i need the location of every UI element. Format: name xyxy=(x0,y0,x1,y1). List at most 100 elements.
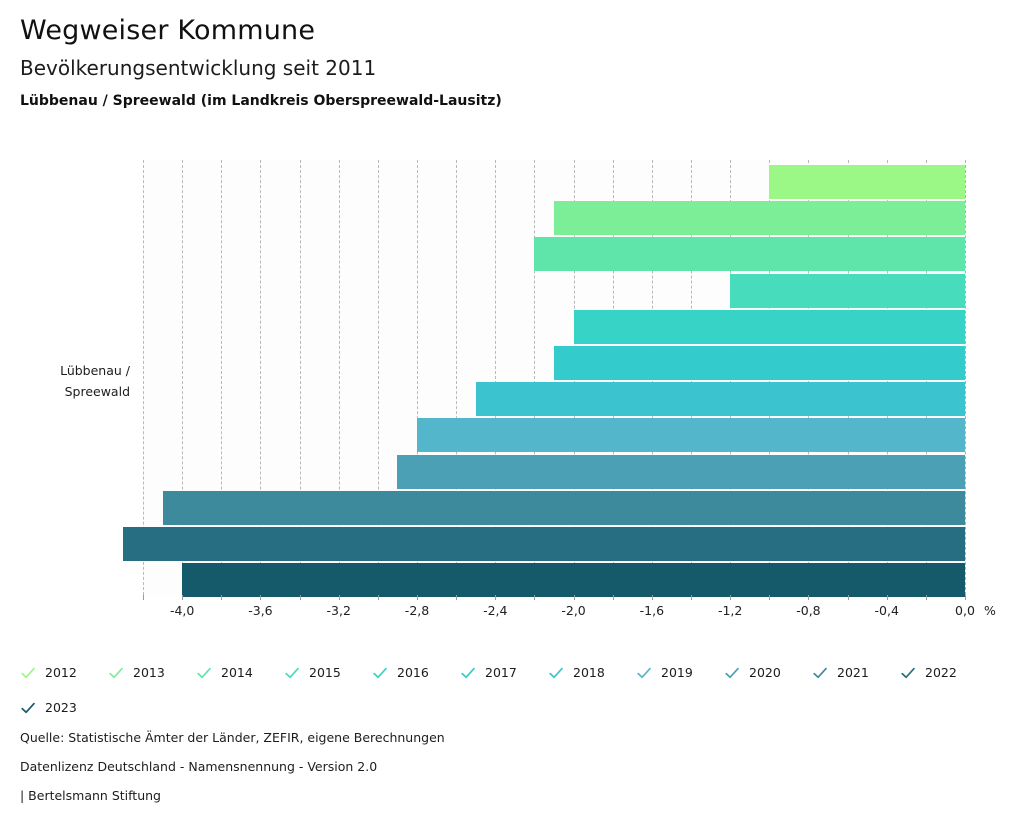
bar-2017[interactable] xyxy=(554,346,965,380)
x-axis-tick-label: -0,8 xyxy=(796,603,821,618)
bar-row xyxy=(143,237,965,272)
bar-row xyxy=(143,382,965,417)
check-icon[interactable] xyxy=(196,665,212,681)
x-axis-tick-label: 0,0 xyxy=(955,603,975,618)
bar-row xyxy=(143,165,965,199)
legend-item-label: 2015 xyxy=(309,665,341,680)
x-axis-tick xyxy=(573,595,575,600)
x-axis-tick xyxy=(182,595,184,600)
x-axis-tick xyxy=(377,595,379,600)
check-icon[interactable] xyxy=(20,665,36,681)
legend-item-2014[interactable]: 2014 xyxy=(196,655,284,690)
bar-series xyxy=(123,160,965,598)
check-icon[interactable] xyxy=(812,665,828,681)
chart-header: Wegweiser Kommune Bevölkerungsentwicklun… xyxy=(20,14,1000,111)
legend-item-label: 2017 xyxy=(485,665,517,680)
bar-2023[interactable] xyxy=(182,563,965,598)
legend-item-label: 2019 xyxy=(661,665,693,680)
legend-item-label: 2016 xyxy=(397,665,429,680)
check-icon[interactable] xyxy=(460,665,476,681)
gridline xyxy=(965,160,967,595)
legend-item-2016[interactable]: 2016 xyxy=(372,655,460,690)
y-axis-label-line: Spreewald xyxy=(64,384,130,400)
legend-item-2022[interactable]: 2022 xyxy=(900,655,988,690)
bar-2019[interactable] xyxy=(417,418,965,453)
x-axis-tick xyxy=(534,595,536,600)
x-axis-tick xyxy=(143,595,144,600)
x-axis-tick-label: -2,0 xyxy=(561,603,586,618)
legend-item-label: 2022 xyxy=(925,665,957,680)
check-icon[interactable] xyxy=(548,665,564,681)
x-axis-tick-label: -2,4 xyxy=(483,603,508,618)
bar-row xyxy=(143,346,965,380)
check-icon[interactable] xyxy=(284,665,300,681)
legend-item-2021[interactable]: 2021 xyxy=(812,655,900,690)
bar-row xyxy=(143,418,965,453)
bar-2016[interactable] xyxy=(573,309,965,344)
legend-item-2020[interactable]: 2020 xyxy=(724,655,812,690)
x-axis-tick-label: -4,0 xyxy=(169,603,195,618)
x-axis-tick-label: -3,6 xyxy=(248,603,273,618)
x-axis-tick xyxy=(808,595,810,600)
bar-2018[interactable] xyxy=(475,382,965,417)
bar-row xyxy=(143,201,965,236)
chart-subtitle: Bevölkerungsentwicklung seit 2011 xyxy=(20,56,377,80)
bar-2020[interactable] xyxy=(397,454,965,489)
footer-line: | Bertelsmann Stiftung xyxy=(20,788,161,803)
region-label: Lübbenau / Spreewald (im Landkreis Obers… xyxy=(20,93,502,109)
x-axis-tick xyxy=(612,595,614,600)
x-axis-tick-label: -3,2 xyxy=(326,603,351,618)
legend: 2012 2013 2014 2015 2016 2017 2018 2019 2020 2021… xyxy=(20,655,1005,725)
x-axis-tick xyxy=(965,595,966,600)
check-icon[interactable] xyxy=(724,665,740,681)
legend-item-2018[interactable]: 2018 xyxy=(548,655,636,690)
y-axis-category-label: Lübbenau / Spreewald xyxy=(0,360,130,402)
bar-2015[interactable] xyxy=(730,273,965,308)
legend-item-2013[interactable]: 2013 xyxy=(108,655,196,690)
bar-2021[interactable] xyxy=(162,490,965,525)
legend-item-label: 2012 xyxy=(45,665,77,680)
y-axis-label-line: Lübbenau / xyxy=(60,363,130,379)
x-axis-tick-label: -1,2 xyxy=(717,603,743,618)
bar-2013[interactable] xyxy=(554,201,965,236)
x-axis-tick xyxy=(338,595,340,600)
legend-item-2012[interactable]: 2012 xyxy=(20,655,108,690)
footer: Quelle: Statistische Ämter der Länder, Z… xyxy=(20,730,920,817)
check-icon[interactable] xyxy=(900,665,916,681)
x-axis-tick xyxy=(417,595,418,600)
check-icon[interactable] xyxy=(372,665,388,681)
bar-row xyxy=(143,309,965,344)
check-icon[interactable] xyxy=(20,700,36,716)
x-axis-tick-label: -1,6 xyxy=(639,603,665,618)
legend-item-label: 2020 xyxy=(749,665,781,680)
axis-unit-label: % xyxy=(984,603,996,618)
x-axis-tick xyxy=(221,595,223,600)
bar-2014[interactable] xyxy=(534,237,965,272)
legend-item-2019[interactable]: 2019 xyxy=(636,655,724,690)
bar-row xyxy=(123,527,965,561)
footer-line: Datenlizenz Deutschland - Namensnennung … xyxy=(20,759,378,774)
bar-2012[interactable] xyxy=(769,165,965,199)
legend-item-2023[interactable]: 2023 xyxy=(20,690,108,725)
x-axis-tick xyxy=(260,595,262,600)
x-axis-tick-label: -2,8 xyxy=(404,603,430,618)
bar-row xyxy=(143,454,965,489)
legend-item-label: 2018 xyxy=(573,665,605,680)
x-axis-tick xyxy=(495,595,497,600)
check-icon[interactable] xyxy=(108,665,124,681)
x-axis-tick xyxy=(730,595,732,600)
legend-item-label: 2023 xyxy=(45,700,77,715)
legend-item-label: 2014 xyxy=(221,665,253,680)
legend-item-2017[interactable]: 2017 xyxy=(460,655,548,690)
legend-item-label: 2021 xyxy=(837,665,869,680)
bar-2022[interactable] xyxy=(123,527,965,561)
x-axis-tick xyxy=(299,595,301,600)
x-axis-tick-label: -0,4 xyxy=(874,603,899,618)
plot-area xyxy=(123,160,967,598)
bar-row xyxy=(143,563,965,598)
legend-item-2015[interactable]: 2015 xyxy=(284,655,372,690)
check-icon[interactable] xyxy=(636,665,652,681)
x-axis-tick xyxy=(651,595,653,600)
page-title: Wegweiser Kommune xyxy=(20,15,316,46)
x-axis-tick xyxy=(769,595,771,600)
